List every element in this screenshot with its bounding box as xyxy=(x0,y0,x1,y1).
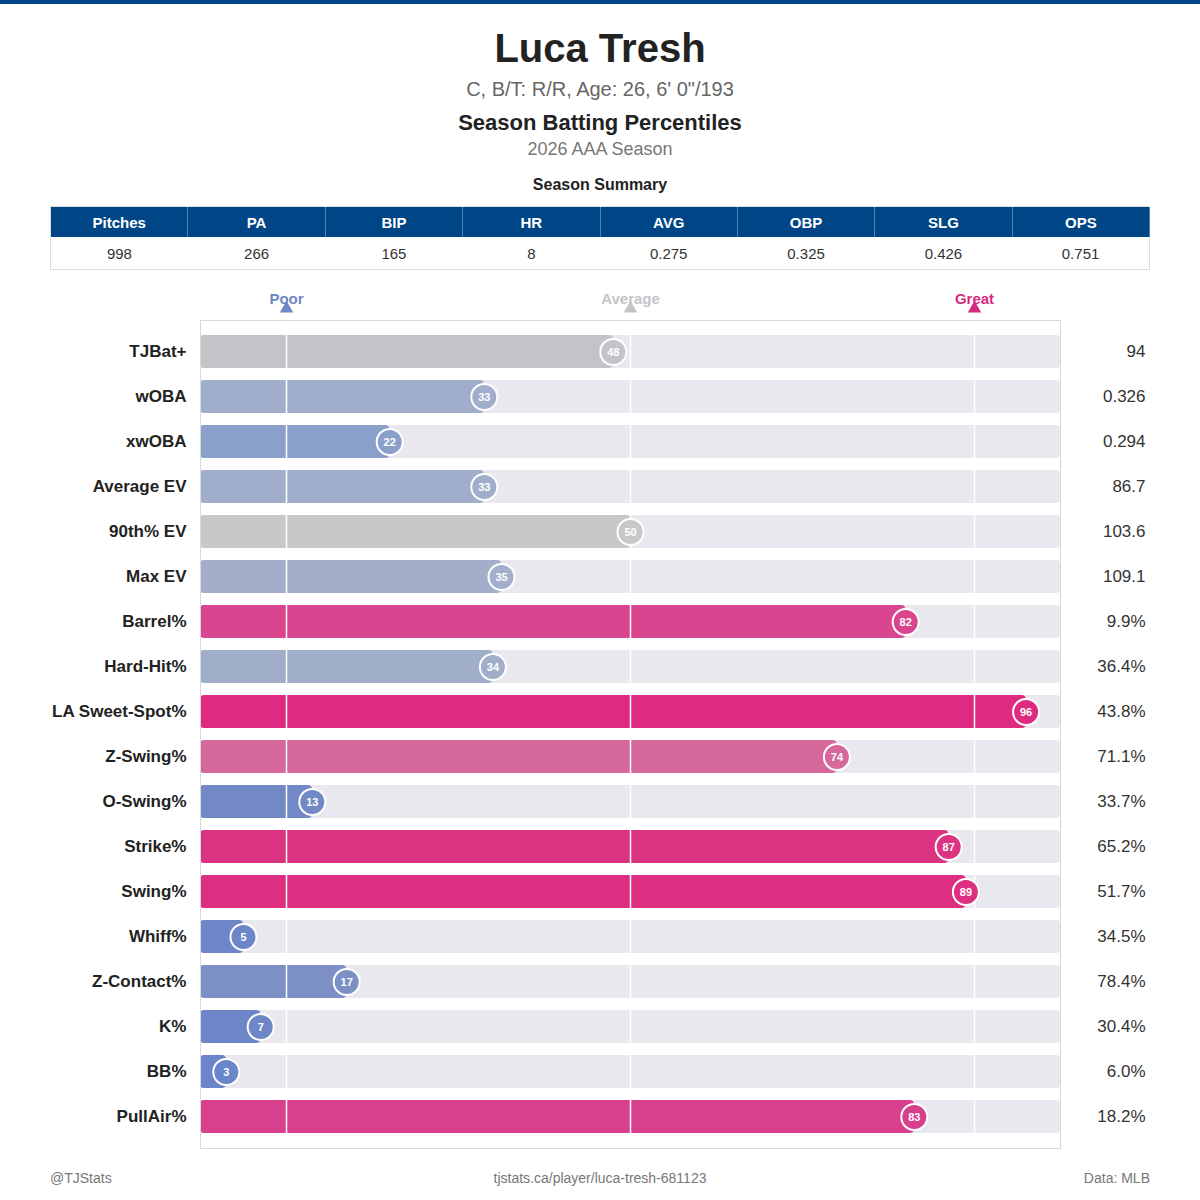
html-text:@TJStats: @TJStats xyxy=(50,1170,112,1186)
svg-text:35: 35 xyxy=(495,571,507,583)
html-text:0.751: 0.751 xyxy=(1061,244,1100,262)
html-text:0.275: 0.275 xyxy=(649,244,688,262)
html-text:2026 AAA Season: 2026 AAA Season xyxy=(527,139,673,159)
svg-text:0.294: 0.294 xyxy=(1103,432,1146,451)
html-text:HR: HR xyxy=(520,213,543,231)
svg-text:83: 83 xyxy=(908,1111,920,1123)
svg-text:O-Swing%: O-Swing% xyxy=(102,792,186,811)
svg-text:50: 50 xyxy=(624,526,636,538)
svg-text:BB%: BB% xyxy=(147,1062,187,1081)
svg-text:89: 89 xyxy=(960,886,972,898)
svg-text:34: 34 xyxy=(487,661,500,673)
svg-text:Average: Average xyxy=(601,290,660,308)
html-text:0.325: 0.325 xyxy=(787,244,825,262)
html-text:266: 266 xyxy=(244,244,270,262)
svg-text:48: 48 xyxy=(607,346,619,358)
html-text:998: 998 xyxy=(106,244,132,262)
html-text:165: 165 xyxy=(381,244,407,262)
svg-text:LA Sweet-Spot%: LA Sweet-Spot% xyxy=(52,702,186,721)
html-text:C, B/T: R/R, Age: 26, 6' 0"/19: C, B/T: R/R, Age: 26, 6' 0"/193 xyxy=(466,78,734,100)
svg-text:30.4%: 30.4% xyxy=(1097,1017,1145,1036)
svg-text:34.5%: 34.5% xyxy=(1097,927,1145,946)
svg-text:PullAir%: PullAir% xyxy=(117,1107,187,1126)
svg-text:xwOBA: xwOBA xyxy=(126,432,186,451)
svg-text:Average EV: Average EV xyxy=(93,477,188,496)
svg-text:7: 7 xyxy=(258,1021,264,1033)
svg-text:Max EV: Max EV xyxy=(126,567,187,586)
svg-text:Barrel%: Barrel% xyxy=(122,612,186,631)
svg-text:78.4%: 78.4% xyxy=(1097,972,1145,991)
html-text:Season Batting Percentiles: Season Batting Percentiles xyxy=(458,110,742,135)
svg-text:33.7%: 33.7% xyxy=(1097,792,1145,811)
html-text:Pitches: Pitches xyxy=(92,213,146,231)
svg-text:9.9%: 9.9% xyxy=(1107,612,1146,631)
html-text:Season Summary: Season Summary xyxy=(532,176,668,193)
html-text:tjstats.ca/player/luca-tresh-6: tjstats.ca/player/luca-tresh-681123 xyxy=(493,1170,707,1186)
svg-text:109.1: 109.1 xyxy=(1103,567,1146,586)
html-text:SLG: SLG xyxy=(928,213,959,231)
svg-text:K%: K% xyxy=(159,1017,186,1036)
html-text:AVG: AVG xyxy=(653,213,685,231)
svg-text:87: 87 xyxy=(943,841,955,853)
svg-text:0.326: 0.326 xyxy=(1103,387,1146,406)
svg-text:90th% EV: 90th% EV xyxy=(109,522,187,541)
svg-text:86.7: 86.7 xyxy=(1112,477,1145,496)
svg-text:Hard-Hit%: Hard-Hit% xyxy=(104,657,186,676)
svg-text:74: 74 xyxy=(831,751,844,763)
svg-text:13: 13 xyxy=(306,796,318,808)
html-text:PA: PA xyxy=(246,213,267,231)
svg-text:33: 33 xyxy=(478,481,490,493)
svg-text:33: 33 xyxy=(478,391,490,403)
svg-text:Poor: Poor xyxy=(269,290,304,308)
html-text:0.426: 0.426 xyxy=(924,244,963,262)
svg-text:17: 17 xyxy=(341,976,353,988)
svg-text:94: 94 xyxy=(1127,342,1146,361)
svg-text:71.1%: 71.1% xyxy=(1097,747,1145,766)
html-text:BIP: BIP xyxy=(381,213,407,231)
svg-text:103.6: 103.6 xyxy=(1103,522,1146,541)
svg-text:18.2%: 18.2% xyxy=(1097,1107,1145,1126)
svg-text:TJBat+: TJBat+ xyxy=(129,342,186,361)
svg-text:43.8%: 43.8% xyxy=(1097,702,1145,721)
svg-text:51.7%: 51.7% xyxy=(1097,882,1145,901)
svg-text:Whiff%: Whiff% xyxy=(129,927,187,946)
svg-text:6.0%: 6.0% xyxy=(1107,1062,1146,1081)
svg-text:36.4%: 36.4% xyxy=(1097,657,1145,676)
html-text:Data: MLB: Data: MLB xyxy=(1083,1170,1150,1186)
html-text:Luca Tresh: Luca Tresh xyxy=(494,26,706,70)
html-text:8: 8 xyxy=(527,244,536,262)
svg-text:wOBA: wOBA xyxy=(135,387,187,406)
svg-text:Strike%: Strike% xyxy=(124,837,186,856)
svg-text:3: 3 xyxy=(223,1066,229,1078)
svg-text:Z-Contact%: Z-Contact% xyxy=(92,972,186,991)
html-text:OPS: OPS xyxy=(1065,213,1097,231)
svg-text:96: 96 xyxy=(1020,706,1032,718)
svg-text:Great: Great xyxy=(954,290,995,308)
html-text:OBP: OBP xyxy=(789,213,823,231)
svg-text:65.2%: 65.2% xyxy=(1097,837,1145,856)
svg-text:Swing%: Swing% xyxy=(121,882,186,901)
svg-text:Z-Swing%: Z-Swing% xyxy=(105,747,186,766)
svg-text:82: 82 xyxy=(900,616,912,628)
svg-text:22: 22 xyxy=(384,436,396,448)
svg-text:5: 5 xyxy=(240,931,246,943)
